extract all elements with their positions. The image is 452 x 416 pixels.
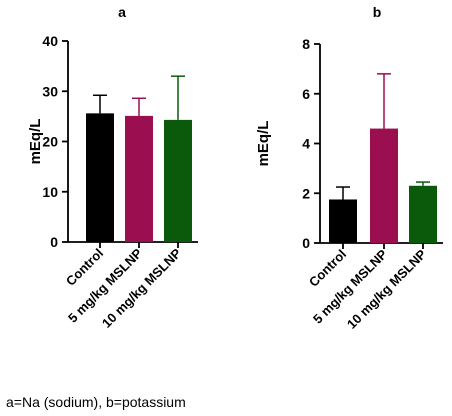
y-tick-label: 20 (42, 134, 58, 150)
y-tick-label: 2 (302, 185, 310, 201)
chart-title: a (118, 4, 126, 20)
y-axis-label: mEq/L (255, 121, 272, 167)
bar-control (86, 113, 114, 242)
y-tick-label: 6 (302, 86, 310, 102)
y-tick-label: 4 (302, 136, 310, 152)
bar-5-mg-kg-mslnp (370, 128, 398, 243)
y-tick-label: 0 (50, 234, 58, 250)
bar-5-mg-kg-mslnp (125, 115, 153, 242)
y-tick-label: 40 (42, 33, 58, 49)
y-tick-label: 0 (302, 235, 310, 251)
bar-10-mg-kg-mslnp (409, 185, 437, 243)
y-tick-label: 10 (42, 184, 58, 200)
bar-control (329, 199, 357, 243)
chart-title: b (373, 4, 382, 20)
y-tick-label: 30 (42, 83, 58, 99)
figure-caption: a=Na (sodium), b=potassium (6, 394, 186, 410)
y-axis-label: mEq/L (27, 119, 44, 165)
y-tick-label: 8 (302, 36, 310, 52)
bar-10-mg-kg-mslnp (164, 119, 192, 242)
